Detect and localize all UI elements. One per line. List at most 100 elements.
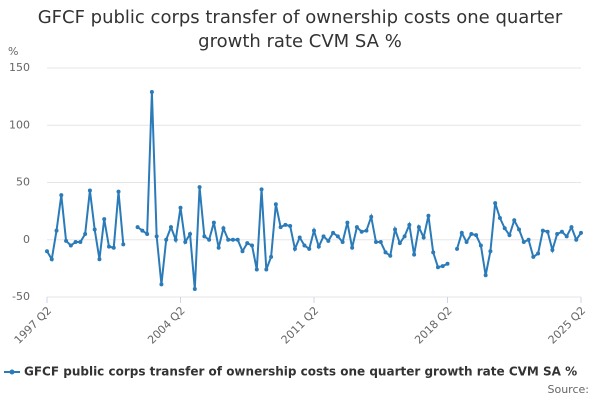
data-point <box>359 229 364 234</box>
y-tick-label: 0 <box>23 233 30 246</box>
data-point <box>407 222 412 227</box>
data-point <box>340 240 345 245</box>
data-point <box>369 214 374 219</box>
x-tick-label: 2011 Q2 <box>279 304 322 347</box>
data-point <box>216 245 221 250</box>
data-point <box>345 220 350 225</box>
data-point <box>121 242 126 247</box>
data-point <box>111 245 116 250</box>
data-point <box>116 189 121 194</box>
data-point <box>202 234 207 239</box>
data-point <box>435 265 440 270</box>
data-point <box>178 205 183 210</box>
data-point <box>54 228 59 233</box>
data-point <box>431 250 436 255</box>
x-tick-label: 2018 Q2 <box>412 304 455 347</box>
data-point <box>45 249 49 254</box>
data-point <box>416 225 421 230</box>
data-point <box>154 234 159 239</box>
data-point <box>564 234 569 239</box>
data-point <box>555 232 560 237</box>
y-tick-label: -50 <box>12 290 30 303</box>
data-point <box>254 267 259 272</box>
data-point <box>307 246 312 251</box>
data-point <box>545 229 550 234</box>
data-point <box>68 243 73 248</box>
data-point <box>106 244 111 249</box>
data-point <box>64 238 69 243</box>
data-point <box>373 240 378 245</box>
data-point <box>540 228 545 233</box>
data-point <box>173 237 178 242</box>
data-point <box>192 286 197 291</box>
data-point <box>579 230 583 235</box>
data-point <box>183 240 188 245</box>
data-point <box>312 228 316 233</box>
data-point <box>426 213 431 218</box>
data-point <box>168 225 173 230</box>
data-point <box>297 235 302 240</box>
data-point <box>159 282 164 287</box>
data-point <box>412 252 417 257</box>
series-line <box>46 190 125 263</box>
data-point <box>207 237 212 242</box>
data-point <box>388 253 393 258</box>
data-point <box>283 222 288 227</box>
data-point <box>292 246 297 251</box>
chart-title: GFCF public corps transfer of ownership … <box>37 7 563 52</box>
data-point <box>145 232 150 237</box>
data-point <box>536 251 541 256</box>
data-point <box>383 250 388 255</box>
data-point <box>235 237 240 242</box>
data-point <box>350 245 355 250</box>
data-point <box>92 227 97 232</box>
data-point <box>378 240 383 245</box>
data-point <box>478 243 483 248</box>
data-point <box>140 228 145 233</box>
data-point <box>469 232 474 237</box>
x-tick-label: 2025 Q2 <box>546 304 589 347</box>
y-tick-label: 100 <box>9 118 30 131</box>
data-point <box>402 234 407 239</box>
data-point <box>87 188 92 193</box>
data-point <box>464 240 469 245</box>
data-point <box>440 264 445 269</box>
source: Source: <box>548 383 590 396</box>
data-point <box>259 187 264 192</box>
data-point <box>393 227 398 232</box>
data-point <box>269 254 274 259</box>
data-point <box>164 237 169 242</box>
data-point <box>474 233 479 238</box>
data-point <box>507 233 512 238</box>
data-point <box>335 234 340 239</box>
data-point <box>526 237 531 242</box>
data-point <box>326 238 331 243</box>
data-point <box>250 243 255 248</box>
data-point <box>483 273 488 278</box>
data-point <box>73 240 78 245</box>
y-axis-label: % <box>8 45 18 58</box>
data-point <box>211 220 216 225</box>
data-point <box>459 230 464 235</box>
data-point <box>230 237 235 242</box>
data-point <box>245 241 250 246</box>
series-line <box>137 92 448 290</box>
data-point <box>531 254 536 259</box>
data-point <box>102 217 107 222</box>
data-point <box>397 241 402 246</box>
data-point <box>321 234 326 239</box>
data-point <box>559 229 564 234</box>
data-point <box>188 232 193 237</box>
legend-label: GFCF public corps transfer of ownership … <box>24 365 577 379</box>
data-point <box>78 240 83 245</box>
data-point <box>316 244 321 249</box>
data-point <box>574 237 579 242</box>
data-point <box>354 225 359 230</box>
y-tick-label: 50 <box>16 176 30 189</box>
data-point <box>264 267 269 272</box>
data-point <box>502 226 507 231</box>
data-point <box>197 185 202 190</box>
data-point <box>421 235 426 240</box>
data-point <box>302 243 307 248</box>
